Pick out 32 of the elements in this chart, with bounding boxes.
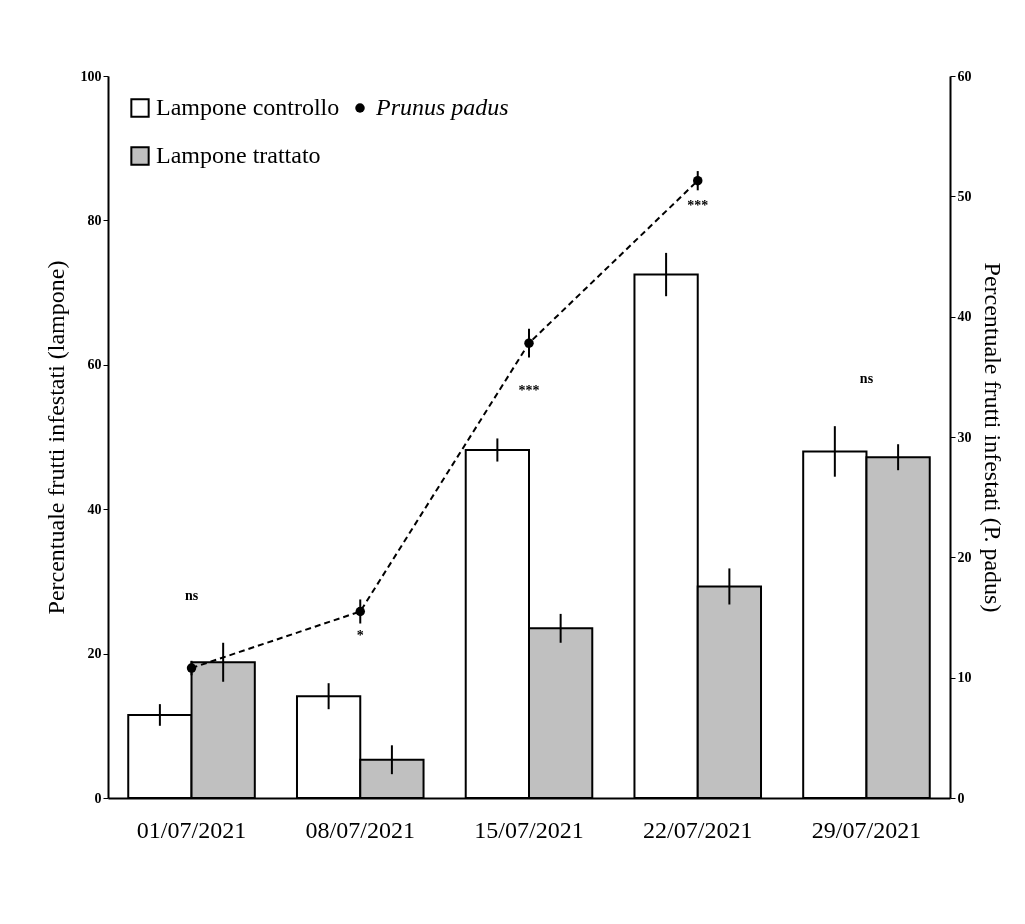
y2-tick-label: 20: [957, 549, 972, 565]
point: [355, 606, 366, 617]
y2-axis-title: Percentuale frutti infestati (P. padus): [979, 262, 1006, 613]
y-tick-label: 20: [87, 646, 102, 662]
y-axis-title: Percentuale frutti infestati (lampone): [42, 260, 69, 615]
x-tick-label: 22/07/2021: [643, 816, 753, 843]
y2-tick-label: 0: [957, 790, 965, 806]
x-tick-label: 15/07/2021: [474, 816, 584, 843]
point: [186, 663, 197, 673]
y2-tick-label: 10: [957, 670, 972, 686]
y2-tick-label: 30: [957, 429, 972, 445]
y-tick-label: 0: [94, 790, 102, 806]
annotation: ns: [859, 371, 874, 387]
x-tick-label: 08/07/2021: [305, 816, 415, 843]
y-tick-label: 80: [87, 212, 102, 228]
annotation: ***: [687, 197, 709, 213]
legend-label: Lampone trattato: [156, 142, 321, 168]
y-tick-label: 100: [80, 68, 102, 84]
annotation: *: [356, 628, 364, 644]
annotation: ***: [518, 383, 540, 399]
legend-label: Lampone controllo: [156, 94, 340, 120]
y2-tick-label: 60: [957, 68, 972, 84]
legend-label: Prunus padus: [375, 94, 509, 120]
y-tick-label: 60: [87, 357, 102, 373]
point: [692, 175, 703, 186]
y-tick-label: 40: [87, 501, 102, 517]
x-tick-label: 29/07/2021: [811, 816, 922, 843]
annotation: ns: [184, 587, 199, 603]
y2-tick-label: 50: [957, 188, 972, 204]
point: [524, 338, 534, 348]
y2-tick-label: 40: [957, 309, 972, 325]
x-tick-label: 01/07/2021: [136, 816, 247, 843]
